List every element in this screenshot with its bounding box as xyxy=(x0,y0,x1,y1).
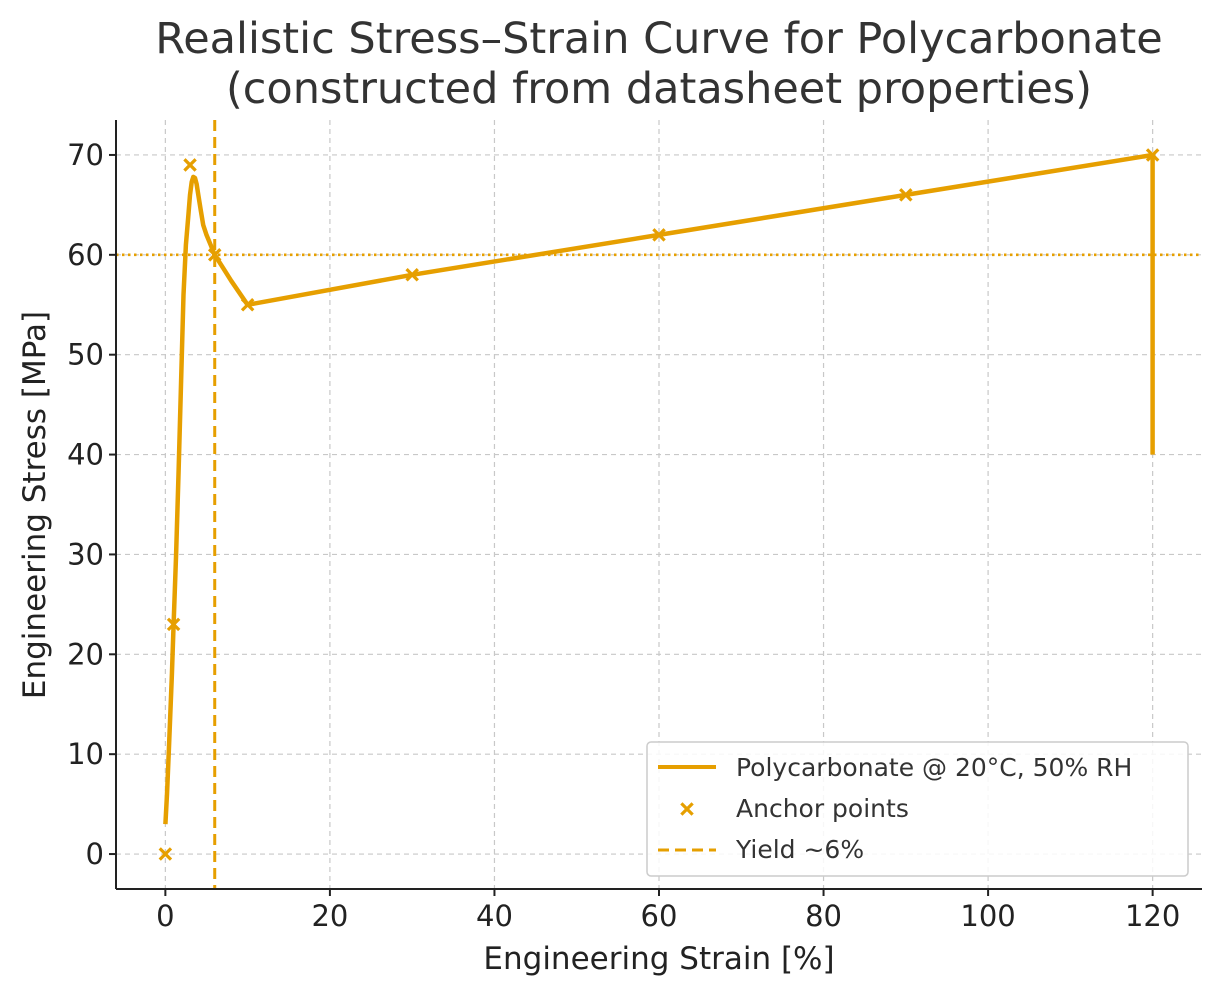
stress-strain-curve xyxy=(163,152,1155,825)
y-tick-label: 10 xyxy=(67,737,104,771)
y-tick-label: 40 xyxy=(67,438,104,472)
anchor-point-marker xyxy=(1145,148,1160,162)
legend-box xyxy=(646,741,1189,877)
anchor-point-marker xyxy=(158,847,173,861)
y-tick-label: 70 xyxy=(67,138,104,172)
anchor-point-marker xyxy=(652,228,666,242)
x-tick-label: 40 xyxy=(476,899,513,933)
x-tick-label: 0 xyxy=(156,899,174,933)
legend-label-curve: Polycarbonate @ 20°C, 50% RH xyxy=(736,753,1132,782)
legend-label-anchors: Anchor points xyxy=(736,794,909,823)
x-tick-label: 120 xyxy=(1125,899,1180,933)
anchor-point-marker xyxy=(240,297,255,312)
anchor-point-marker xyxy=(899,188,913,202)
chart-subtitle: (constructed from datasheet properties) xyxy=(226,64,1092,114)
anchor-point-marker xyxy=(183,158,197,172)
y-tick-label: 30 xyxy=(67,537,104,571)
anchor-point-marker xyxy=(166,617,181,632)
reference-lines xyxy=(116,120,1202,889)
x-tick-label: 60 xyxy=(641,899,678,933)
y-axis-label: Engineering Stress [MPa] xyxy=(17,311,53,699)
x-ticks: 0 20 40 60 80 100 120 xyxy=(156,889,1180,933)
x-axis-label: Engineering Strain [%] xyxy=(483,941,834,977)
y-tick-label: 60 xyxy=(67,238,104,272)
anchor-point-marker xyxy=(405,268,419,282)
chart-title: Realistic Stress–Strain Curve for Polyca… xyxy=(155,14,1162,64)
y-tick-label: 0 xyxy=(86,837,104,871)
anchor-point-marker xyxy=(207,248,222,262)
y-tick-label: 20 xyxy=(67,637,104,671)
y-ticks: 0 10 20 30 40 50 60 70 xyxy=(67,138,116,871)
plot-area xyxy=(158,148,1160,861)
legend-marker-swatch xyxy=(680,802,694,816)
legend-label-yield: Yield ~6% xyxy=(735,835,864,864)
legend: Polycarbonate @ 20°C, 50% RH Anchor poin… xyxy=(646,741,1189,877)
legend-x-marker xyxy=(680,802,694,816)
y-tick-label: 50 xyxy=(67,338,104,372)
x-tick-label: 20 xyxy=(311,899,348,933)
x-tick-label: 100 xyxy=(960,899,1015,933)
x-tick-label: 80 xyxy=(805,899,842,933)
